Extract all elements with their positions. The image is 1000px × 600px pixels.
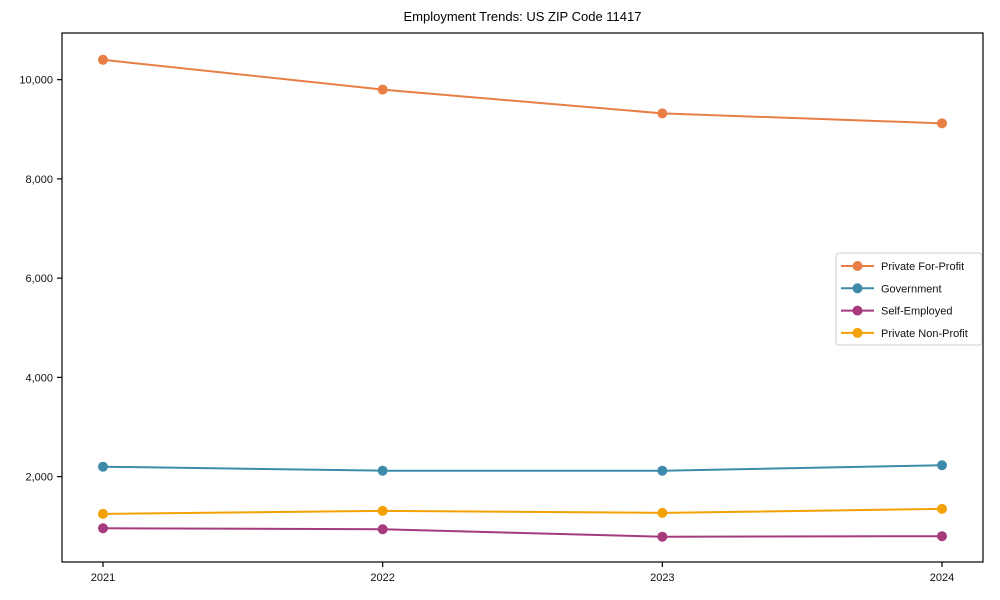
legend-swatch-marker-government [852, 283, 863, 294]
series-marker-private-non-profit [937, 503, 947, 514]
legend-label-private-non-profit: Private Non-Profit [881, 328, 968, 340]
y-axis-tick-label: 10,000 [19, 75, 53, 87]
series-marker-government [98, 461, 108, 472]
legend-label-private-for-profit: Private For-Profit [881, 261, 964, 273]
legend-swatch-marker-self-employed [852, 305, 863, 316]
series-marker-government [937, 460, 947, 471]
x-axis-tick-label: 2023 [650, 572, 674, 584]
series-marker-private-for-profit [937, 118, 947, 129]
legend-swatch-marker-private-non-profit [852, 327, 863, 338]
x-axis-tick-label: 2022 [370, 572, 394, 584]
y-axis-tick-label: 6,000 [25, 273, 53, 285]
series-marker-self-employed [657, 531, 668, 542]
series-marker-self-employed [98, 523, 108, 534]
series-marker-private-non-profit [377, 505, 388, 516]
y-axis-tick-label: 8,000 [25, 174, 53, 186]
legend-swatch-marker-private-for-profit [852, 261, 863, 271]
series-line-self-employed [102, 527, 943, 538]
chart-title: Employment Trends: US ZIP Code 11417 [403, 9, 642, 24]
y-axis-tick-label: 4,000 [25, 372, 53, 384]
series-marker-self-employed [377, 524, 388, 535]
series-line-government [102, 464, 943, 472]
series-marker-self-employed [937, 531, 947, 542]
y-axis-tick-label: 2,000 [25, 472, 53, 484]
series-marker-private-for-profit [98, 54, 108, 65]
series-marker-private-non-profit [657, 507, 668, 518]
series-marker-private-for-profit [657, 108, 668, 119]
series-marker-government [377, 465, 388, 476]
series-line-private-non-profit [102, 507, 943, 515]
x-axis-tick-label: 2024 [930, 572, 954, 584]
legend-box [835, 252, 983, 346]
plot-frame [61, 32, 984, 563]
series-marker-government [657, 465, 668, 476]
series-marker-private-non-profit [98, 508, 108, 519]
legend-label-self-employed: Self-Employed [881, 306, 953, 318]
legend-label-government: Government [881, 283, 942, 295]
series-marker-private-for-profit [377, 84, 388, 95]
x-axis-tick-label: 2021 [91, 572, 115, 584]
series-line-private-for-profit [102, 58, 943, 125]
